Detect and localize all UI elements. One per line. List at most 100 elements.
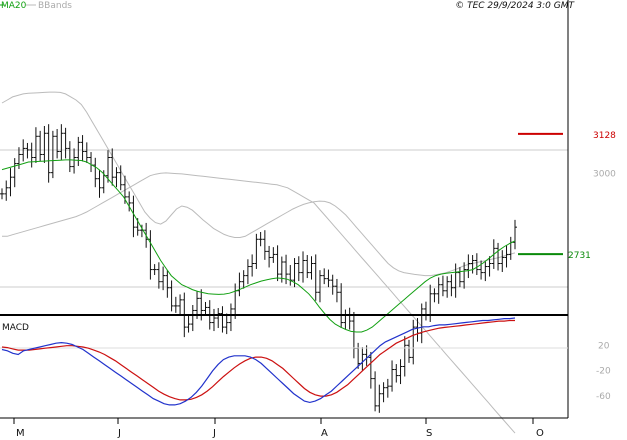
price-bar <box>59 124 64 160</box>
price-bar <box>131 195 136 238</box>
price-bar <box>16 147 21 170</box>
price-bar <box>373 371 378 412</box>
price-bar <box>114 167 119 188</box>
ma-legend-label: MA20 <box>1 1 27 11</box>
price-bar <box>203 301 208 316</box>
price-bar <box>67 141 72 173</box>
x-tick-label-4: S <box>426 428 432 439</box>
price-bar <box>334 278 339 303</box>
price-bar <box>97 169 102 198</box>
macd-y-tick-20: 20 <box>598 341 610 351</box>
price-bar <box>63 127 68 159</box>
price-bar <box>254 233 259 269</box>
price-bar <box>398 359 403 385</box>
x-tick-label-2: J <box>212 428 216 439</box>
price-bar <box>237 272 242 297</box>
price-bar <box>381 382 386 403</box>
price-bar <box>50 130 55 179</box>
macd-y-tick-minus20: -20 <box>596 367 611 377</box>
price-bar <box>301 251 306 283</box>
price-bar <box>161 266 166 291</box>
price-bar <box>173 296 178 313</box>
price-bar <box>402 336 407 377</box>
x-tick-label-0: M <box>16 428 25 439</box>
price-bar <box>432 288 437 303</box>
price-bar <box>84 142 89 163</box>
price-bar <box>313 254 318 301</box>
price-bar <box>368 351 373 389</box>
price-bar <box>309 256 314 280</box>
price-bar <box>500 250 505 272</box>
price-bar <box>474 253 479 276</box>
price-y-tick-3000: 3000 <box>593 170 616 180</box>
price-bar <box>152 264 157 276</box>
price-bar <box>178 294 183 315</box>
price-bar <box>224 313 229 335</box>
price-bar <box>250 254 255 277</box>
price-bar <box>0 188 4 200</box>
price-bar <box>105 150 110 183</box>
price-bar <box>275 245 280 282</box>
price-bar <box>21 139 26 162</box>
price-bar <box>462 262 467 289</box>
price-bar <box>296 256 301 282</box>
price-bar <box>156 262 161 289</box>
price-bar <box>4 180 9 201</box>
price-bar <box>457 267 462 288</box>
price-bar <box>165 270 170 298</box>
macd-signal-line <box>1 319 515 401</box>
price-bar <box>42 126 47 163</box>
price-bar <box>127 191 132 212</box>
price-bar <box>411 319 416 365</box>
price-bar <box>38 130 43 162</box>
macd-panel: MACD 20 -20 -60 <box>0 317 611 406</box>
support-label: 2731 <box>568 251 591 261</box>
time-axis: M J J A S O <box>13 418 544 439</box>
price-bar <box>322 268 327 285</box>
price-bar <box>390 360 395 392</box>
bbands-lower-line <box>2 172 516 434</box>
price-bar <box>190 305 195 332</box>
price-bar <box>339 283 344 329</box>
price-bar <box>470 255 475 274</box>
price-bar <box>262 230 267 260</box>
price-bar <box>305 255 310 279</box>
x-tick-label-5: O <box>536 428 544 439</box>
price-bar <box>330 274 335 295</box>
price-bar <box>241 270 246 289</box>
price-bar <box>258 232 263 247</box>
macd-line <box>1 317 516 406</box>
price-bar <box>29 142 34 168</box>
price-bar <box>479 260 484 280</box>
price-bar <box>72 148 77 174</box>
price-bar <box>326 269 331 288</box>
copyright-text: © TEC 29/9/2024 3:0 GMT <box>455 1 575 11</box>
price-panel: 3128 2731 3000 <box>0 91 616 434</box>
price-bar <box>245 259 250 285</box>
price-bar <box>449 274 454 297</box>
price-bar <box>25 142 30 159</box>
price-bar <box>496 242 501 271</box>
price-bar <box>445 276 450 298</box>
price-bar <box>12 158 17 188</box>
price-bar <box>317 270 322 303</box>
price-bar <box>436 277 441 304</box>
bbands-upper-line <box>1 91 516 277</box>
x-tick-label-3: A <box>321 428 328 439</box>
price-bar <box>76 136 81 166</box>
price-bar <box>186 315 191 333</box>
price-bar <box>487 256 492 277</box>
price-bar <box>483 261 488 282</box>
resistance-label: 3128 <box>593 131 616 141</box>
x-tick-label-1: J <box>117 428 121 439</box>
price-bar <box>220 306 225 333</box>
price-bar <box>118 165 123 191</box>
price-bar <box>169 280 174 312</box>
price-bar <box>513 219 517 250</box>
price-bar <box>377 384 382 413</box>
bbands-legend-label: BBands <box>38 1 72 11</box>
price-bar <box>440 275 445 297</box>
price-bar <box>93 157 98 188</box>
price-bar <box>228 303 233 332</box>
